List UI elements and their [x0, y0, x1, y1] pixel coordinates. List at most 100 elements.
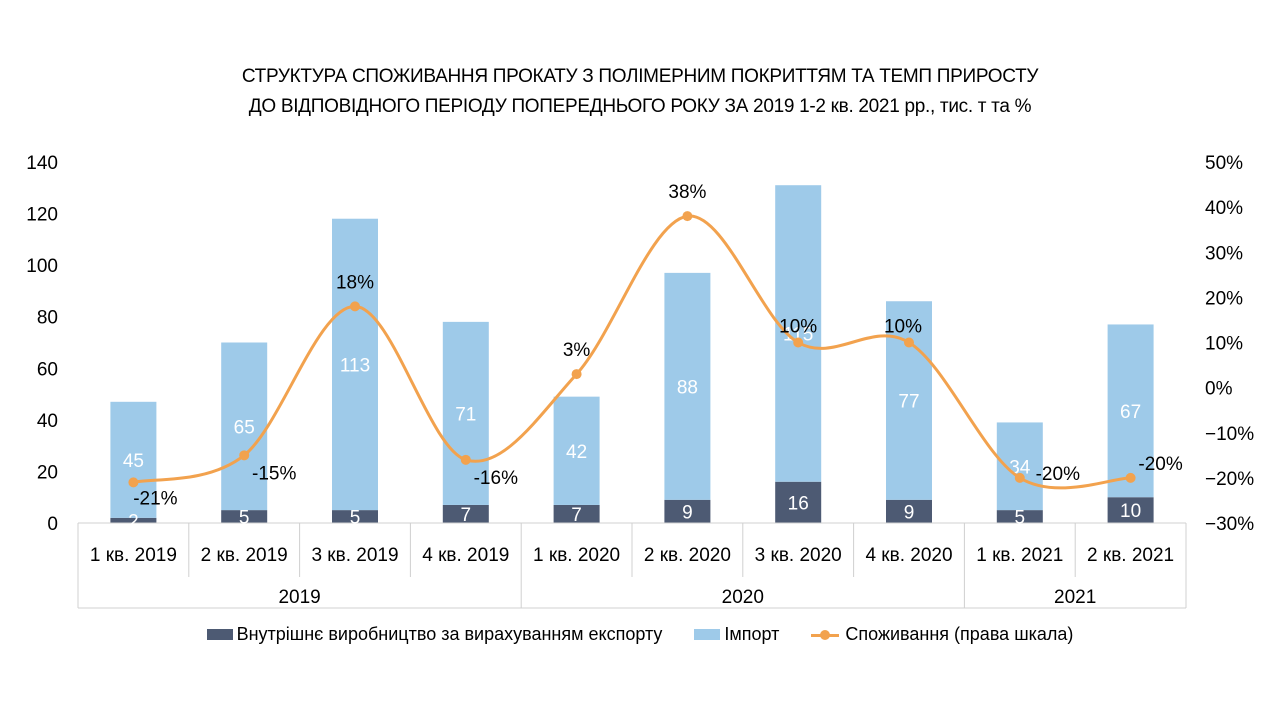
- x-category-label: 4 кв. 2020: [865, 545, 952, 566]
- legend-label-consumption: Споживання (права шкала): [845, 624, 1074, 644]
- marker-consumption: [460, 454, 471, 465]
- x-category-label: 2 кв. 2019: [201, 545, 288, 566]
- bar-domestic: [442, 504, 489, 523]
- data-label-import: 67: [1120, 402, 1141, 423]
- data-label-domestic: 9: [682, 502, 693, 523]
- data-label-domestic: 5: [1015, 508, 1026, 529]
- data-label-consumption: -20%: [1138, 454, 1182, 475]
- y-right-tick-label: 30%: [1205, 243, 1243, 264]
- data-label-consumption: 38%: [668, 182, 706, 203]
- bar-domestic: [775, 481, 822, 523]
- data-label-import: 45: [123, 451, 144, 472]
- marker-consumption: [682, 211, 693, 222]
- bar-import: [664, 272, 711, 500]
- y-left-tick-label: 100: [26, 256, 58, 277]
- y-left-tick-label: 20: [37, 462, 58, 483]
- legend-label-domestic: Внутрішнє виробництво за вирахуванням ек…: [236, 624, 663, 644]
- bar-import: [332, 218, 378, 511]
- marker-consumption: [904, 337, 914, 348]
- bar-domestic: [1107, 497, 1154, 523]
- chart-title-line-1: СТРУКТУРА СПОЖИВАННЯ ПРОКАТУ З ПОЛІМЕРНИ…: [241, 66, 1039, 87]
- legend-item-consumption: Споживання (права шкала): [811, 624, 1073, 645]
- legend-item-domestic: Внутрішнє виробництво за вирахуванням ек…: [206, 624, 663, 645]
- legend-swatch-domestic: [206, 629, 233, 640]
- y-right-tick-label: 0%: [1205, 379, 1233, 400]
- data-label-consumption: -20%: [1036, 464, 1080, 485]
- data-label-import: 77: [898, 392, 919, 413]
- data-label-consumption: 10%: [779, 317, 817, 338]
- y-left-tick-label: 0: [47, 514, 58, 535]
- marker-consumption: [239, 450, 250, 461]
- y-right-tick-label: 20%: [1205, 288, 1243, 309]
- x-category-label: 2 кв. 2021: [1087, 545, 1174, 566]
- data-label-import: 65: [234, 417, 255, 438]
- x-category-label: 1 кв. 2021: [976, 545, 1063, 566]
- y-left-tick-label: 120: [26, 205, 58, 226]
- chart-title-line-2: ДО ВІДПОВІДНОГО ПЕРІОДУ ПОПЕРЕДНЬОГО РОК…: [248, 96, 1032, 117]
- marker-consumption: [1125, 472, 1136, 483]
- data-label-domestic: 2: [128, 511, 139, 532]
- legend-swatch-consumption: [811, 628, 840, 642]
- y-right-tick-label: −10%: [1205, 424, 1254, 445]
- x-group-label: 2019: [278, 587, 320, 608]
- bar-import: [110, 401, 157, 518]
- y-right-tick-label: 10%: [1205, 334, 1243, 355]
- x-category-label: 3 кв. 2019: [311, 545, 398, 566]
- data-label-import: 88: [677, 377, 698, 398]
- data-label-domestic: 9: [904, 502, 915, 523]
- y-right-tick-label: 40%: [1205, 198, 1243, 219]
- marker-consumption: [571, 369, 582, 380]
- data-label-import: 42: [566, 442, 587, 463]
- data-label-import: 71: [455, 404, 476, 425]
- bar-import: [1107, 324, 1154, 498]
- y-left-tick-label: 140: [26, 153, 58, 174]
- data-label-domestic: 16: [788, 493, 809, 514]
- bar-domestic: [221, 510, 268, 523]
- bar-import: [221, 342, 268, 511]
- bar-domestic: [996, 510, 1043, 523]
- marker-consumption: [1014, 472, 1025, 483]
- data-label-domestic: 10: [1120, 501, 1141, 522]
- legend-swatch-import: [694, 629, 721, 640]
- bar-domestic: [332, 510, 378, 523]
- data-label-consumption: 10%: [884, 317, 922, 338]
- data-label-domestic: 7: [461, 505, 472, 526]
- legend: Внутрішнє виробництво за вирахуванням ек…: [0, 624, 1280, 645]
- bar-import: [553, 396, 600, 505]
- bar-import: [886, 301, 932, 500]
- data-label-consumption: 18%: [336, 272, 374, 293]
- x-category-label: 2 кв. 2020: [644, 545, 731, 566]
- data-label-consumption: -21%: [133, 488, 177, 509]
- x-category-label: 1 кв. 2019: [90, 545, 177, 566]
- marker-consumption: [793, 337, 804, 348]
- x-category-label: 4 кв. 2019: [422, 545, 509, 566]
- data-label-domestic: 7: [571, 505, 582, 526]
- bar-domestic: [886, 499, 932, 523]
- y-left-tick-label: 40: [37, 411, 58, 432]
- x-category-label: 3 кв. 2020: [755, 545, 842, 566]
- y-right-tick-label: −20%: [1205, 469, 1254, 490]
- marker-consumption: [350, 301, 360, 312]
- y-left-tick-label: 80: [37, 308, 58, 329]
- x-category-label: 1 кв. 2020: [533, 545, 620, 566]
- x-group-label: 2021: [1054, 587, 1096, 608]
- bar-domestic: [553, 504, 600, 523]
- bar-import: [775, 185, 822, 482]
- data-label-consumption: 3%: [563, 340, 591, 361]
- bar-domestic: [664, 499, 711, 523]
- chart-title: СТРУКТУРА СПОЖИВАННЯ ПРОКАТУ З ПОЛІМЕРНИ…: [0, 62, 1280, 122]
- marker-consumption: [128, 477, 139, 488]
- data-label-consumption: -16%: [474, 468, 518, 489]
- legend-label-import: Імпорт: [724, 624, 780, 644]
- data-label-domestic: 5: [350, 508, 361, 529]
- data-label-import: 113: [340, 355, 370, 376]
- legend-item-import: Імпорт: [694, 624, 779, 645]
- data-label-import: 115: [783, 324, 813, 345]
- bar-import: [442, 321, 489, 505]
- bar-domestic: [110, 517, 157, 523]
- y-left-tick-label: 60: [37, 359, 58, 380]
- line-consumption: [133, 214, 1131, 490]
- data-label-consumption: -15%: [252, 463, 296, 484]
- x-group-label: 2020: [722, 587, 764, 608]
